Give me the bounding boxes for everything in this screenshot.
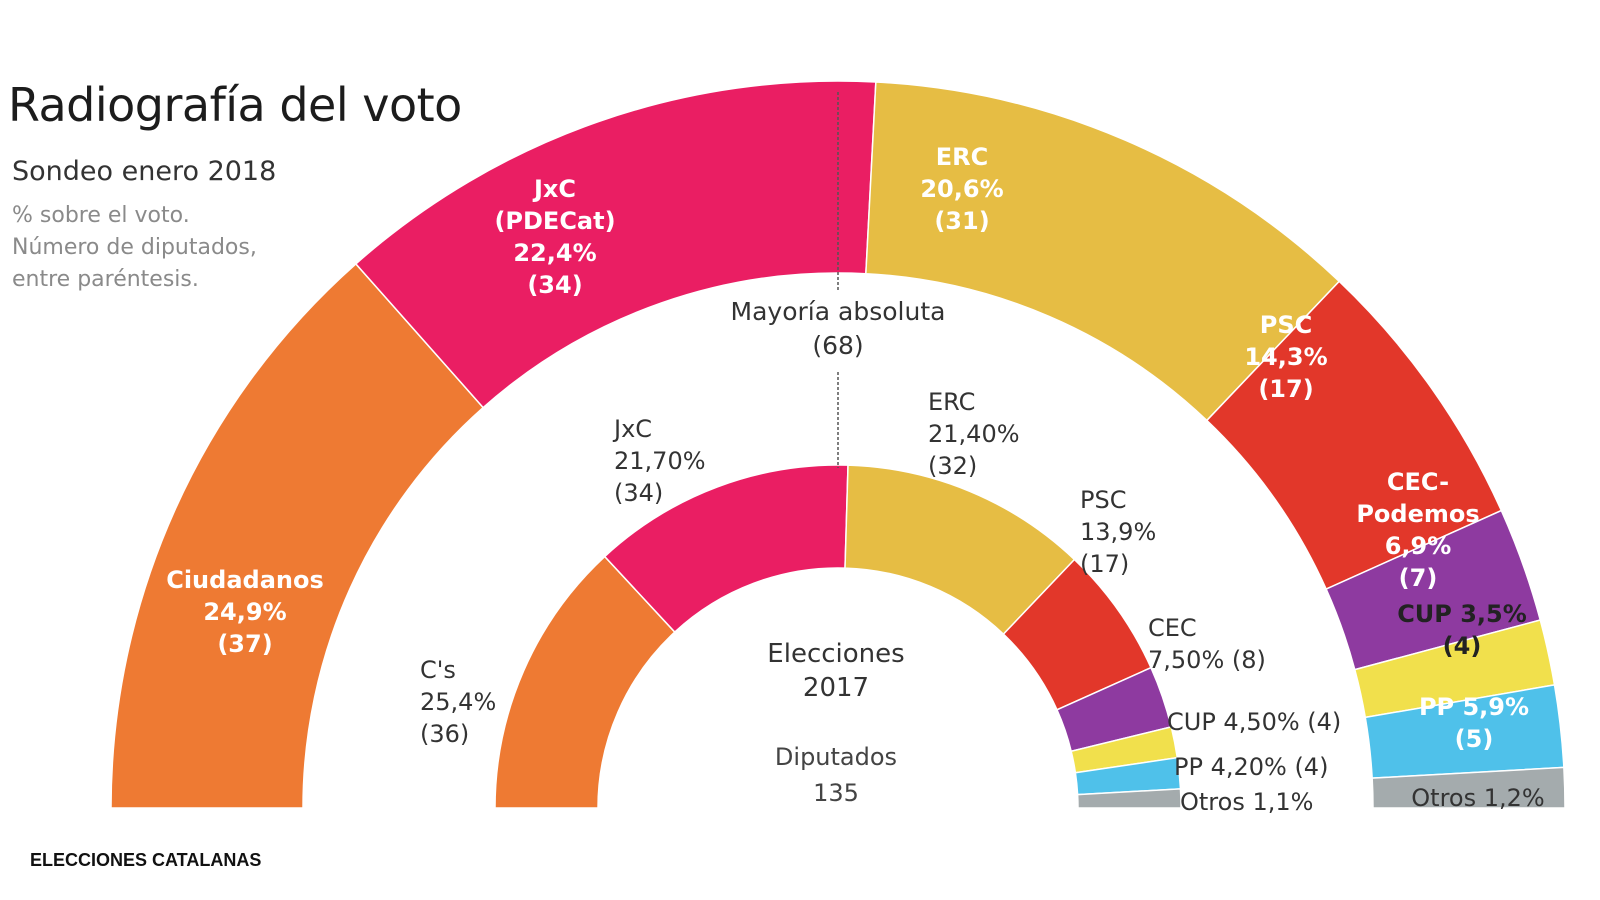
inner-label-jxc: JxC 21,70% (34) — [612, 415, 706, 507]
inner-label-c-s-line: C's — [420, 656, 456, 684]
outer-label-psc: PSC 14,3% (17) — [1244, 311, 1327, 403]
inner-label-jxc-line: JxC — [612, 415, 652, 443]
outer-label-erc: ERC 20,6% (31) — [920, 143, 1003, 235]
outer-label-psc-line: PSC — [1260, 311, 1313, 339]
outer-label-otros-line: Otros 1,2% — [1411, 784, 1544, 812]
outer-label-pp: PP 5,9% (5) — [1419, 693, 1529, 753]
inner-label-jxc-line: 21,70% — [614, 447, 706, 475]
inner-label-cec-line: 7,50% (8) — [1148, 646, 1266, 674]
outer-label-otros: Otros 1,2% — [1411, 784, 1544, 812]
majority-label-line: Mayoría absoluta — [731, 297, 946, 326]
inner-label-cup-line: CUP 4,50% (4) — [1167, 708, 1341, 736]
chart-note: % sobre el voto. Número de diputados, en… — [12, 200, 257, 296]
inner-label-pp-line: PP 4,20% (4) — [1174, 753, 1328, 781]
outer-label-jxc-pdecat--line: (PDECat) — [494, 207, 615, 235]
inner-label-psc-line: PSC — [1080, 486, 1126, 514]
outer-label-erc-line: 20,6% — [920, 175, 1003, 203]
chart-title: Radiografía del voto — [8, 78, 462, 132]
inner-label-erc-line: 21,40% — [928, 420, 1020, 448]
outer-label-cec-podemos-line: (7) — [1399, 564, 1438, 592]
outer-label-jxc-pdecat--line: (34) — [527, 271, 582, 299]
center-label-diputados-line: Diputados — [775, 743, 897, 771]
inner-label-psc-line: (17) — [1080, 550, 1129, 578]
note-line: entre paréntesis. — [12, 267, 199, 292]
inner-label-erc-line: ERC — [928, 388, 975, 416]
footer-label: ELECCIONES CATALANAS — [30, 850, 262, 870]
center-label-elecciones: Elecciones 2017 — [767, 639, 904, 703]
outer-label-cup: CUP 3,5% (4) — [1397, 600, 1527, 660]
outer-label-ciudadanos: Ciudadanos 24,9% (37) — [166, 566, 324, 658]
outer-label-ciudadanos-line: Ciudadanos — [166, 566, 324, 594]
outer-label-erc-line: (31) — [934, 207, 989, 235]
outer-label-jxc-pdecat--line: JxC — [532, 175, 576, 203]
inner-slice-otros — [1076, 788, 1182, 809]
inner-label-cec: CEC 7,50% (8) — [1148, 614, 1266, 674]
outer-label-ciudadanos-line: (37) — [217, 630, 272, 658]
outer-label-cec-podemos-line: CEC- — [1387, 468, 1449, 496]
center-label-diputados-line: 135 — [813, 779, 859, 807]
inner-label-pp: PP 4,20% (4) — [1174, 753, 1328, 781]
inner-label-erc-line: (32) — [928, 452, 977, 480]
outer-label-psc-line: (17) — [1258, 375, 1313, 403]
majority-label: Mayoría absoluta (68) — [731, 297, 946, 360]
center-label-elecciones-line: Elecciones — [767, 639, 904, 669]
inner-label-psc-line: 13,9% — [1080, 518, 1156, 546]
inner-label-psc: PSC 13,9% (17) — [1080, 486, 1156, 578]
outer-slice-otros — [1371, 766, 1566, 809]
outer-label-pp-line: PP 5,9% — [1419, 693, 1529, 721]
inner-label-otros-line: Otros 1,1% — [1180, 788, 1313, 816]
outer-label-erc-line: ERC — [936, 143, 989, 171]
outer-label-cup-line: CUP 3,5% — [1397, 600, 1527, 628]
inner-label-jxc-line: (34) — [614, 479, 663, 507]
outer-label-cec-podemos-line: Podemos — [1356, 500, 1479, 528]
note-line: Número de diputados, — [12, 235, 257, 260]
outer-label-ciudadanos-line: 24,9% — [203, 598, 286, 626]
outer-label-psc-line: 14,3% — [1244, 343, 1327, 371]
inner-label-c-s: C's 25,4% (36) — [420, 656, 496, 748]
inner-label-otros: Otros 1,1% — [1180, 788, 1313, 816]
inner-label-c-s-line: 25,4% — [420, 688, 496, 716]
outer-label-cup-line: (4) — [1443, 632, 1482, 660]
inner-label-cec-line: CEC — [1148, 614, 1197, 642]
chart-subtitle: Sondeo enero 2018 — [12, 156, 277, 187]
note-line: % sobre el voto. — [12, 203, 190, 228]
inner-label-c-s-line: (36) — [420, 720, 469, 748]
majority-label-line: (68) — [812, 331, 863, 360]
outer-label-jxc-pdecat--line: 22,4% — [513, 239, 596, 267]
center-label-diputados: Diputados 135 — [775, 743, 897, 807]
outer-label-pp-line: (5) — [1455, 725, 1494, 753]
center-label-elecciones-line: 2017 — [803, 673, 869, 703]
outer-label-jxc-pdecat-: JxC (PDECat) 22,4% (34) — [494, 175, 615, 299]
inner-label-cup: CUP 4,50% (4) — [1167, 708, 1341, 736]
outer-label-cec-podemos-line: 6,9% — [1385, 532, 1452, 560]
outer-label-cec-podemos: CEC- Podemos 6,9% (7) — [1356, 468, 1479, 592]
inner-label-erc: ERC 21,40% (32) — [928, 388, 1020, 480]
